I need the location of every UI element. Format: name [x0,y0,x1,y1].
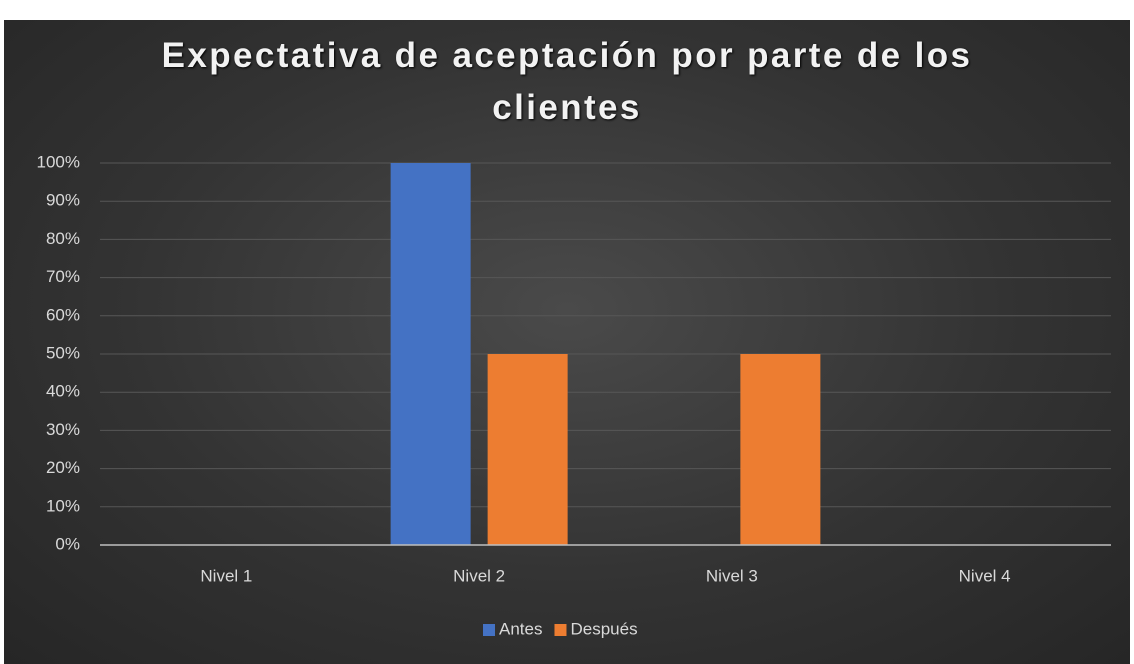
y-tick-label: 20% [46,458,80,477]
chart-title: Expectativa de aceptación por parte de l… [161,36,973,127]
y-tick-label: 90% [46,191,80,210]
chart-background [4,20,1130,664]
y-tick-label: 100% [37,152,80,171]
y-tick-label: 40% [46,382,80,401]
x-tick-label: Nivel 4 [959,566,1011,585]
legend-label: Después [570,619,637,638]
y-tick-label: 10% [46,496,80,515]
legend-swatch [483,624,495,636]
bar [740,354,821,545]
y-tick-label: 60% [46,305,80,324]
x-tick-label: Nivel 2 [453,566,505,585]
legend-label: Antes [499,619,542,638]
legend-swatch [554,624,567,636]
y-tick-label: 70% [46,267,80,286]
bar [487,354,568,545]
y-tick-label: 50% [46,343,80,362]
y-tick-label: 0% [55,534,80,553]
bar [390,163,471,545]
x-tick-label: Nivel 1 [200,566,252,585]
x-tick-label: Nivel 3 [706,566,758,585]
y-tick-label: 30% [46,420,80,439]
y-tick-label: 80% [46,229,80,248]
